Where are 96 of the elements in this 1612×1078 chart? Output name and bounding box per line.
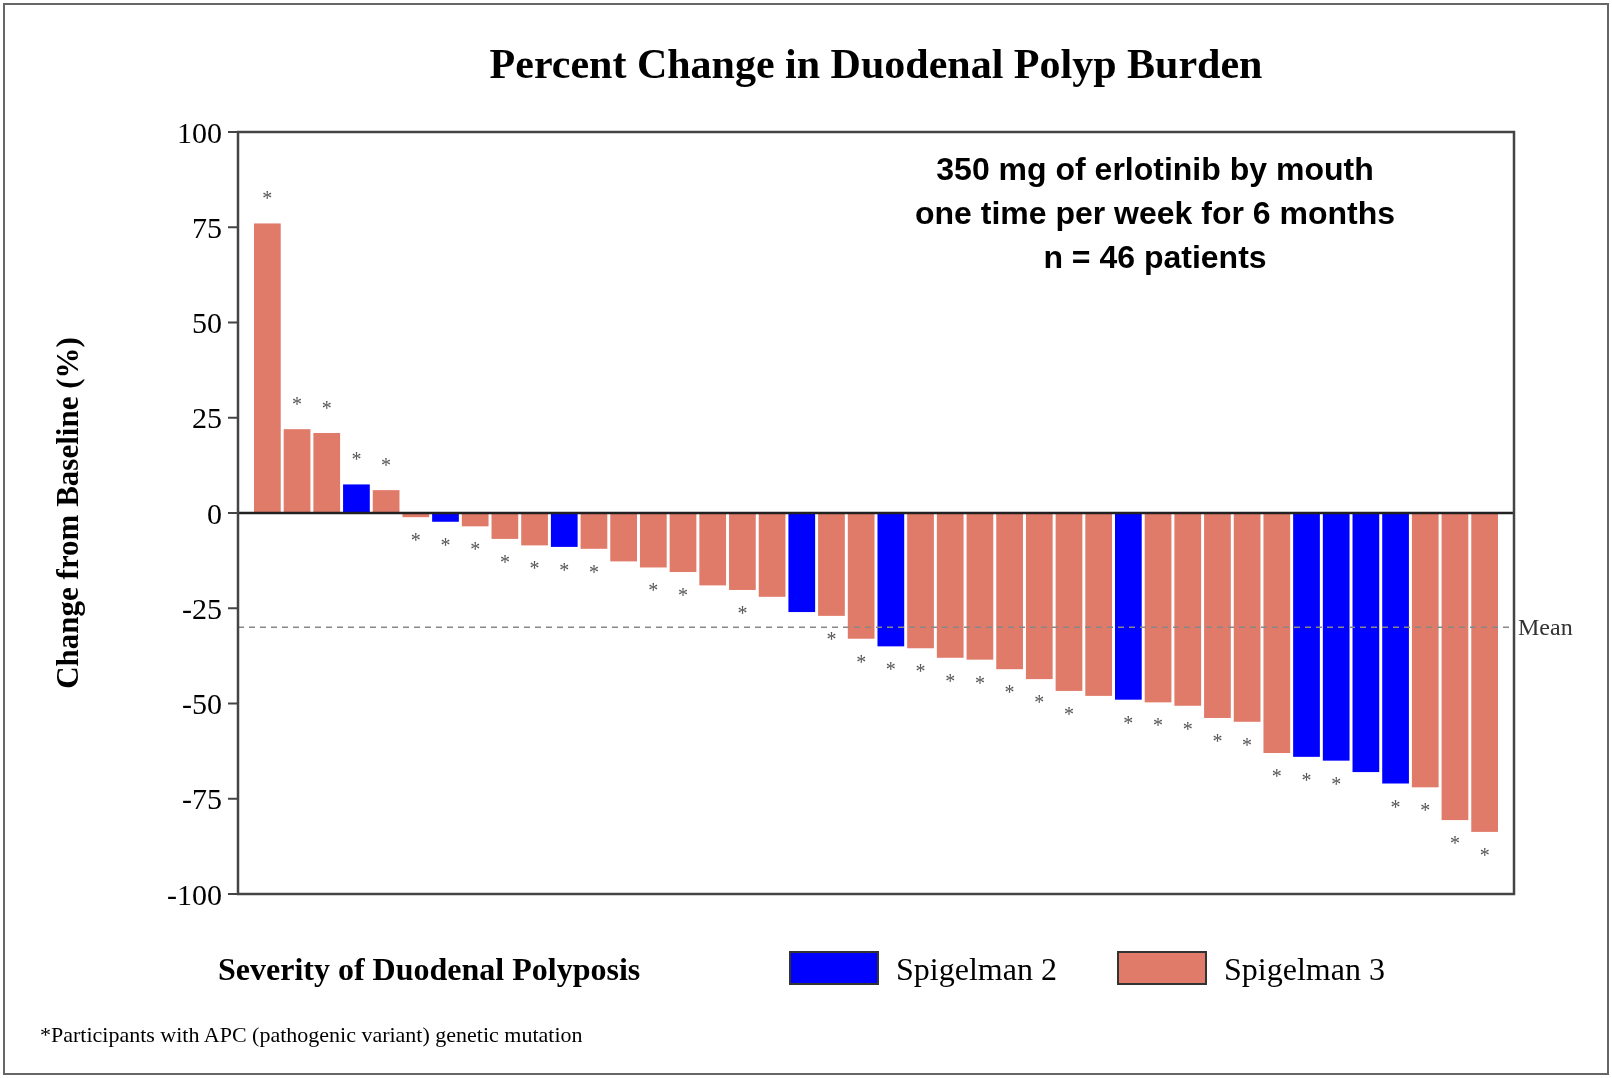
bar xyxy=(669,513,697,573)
data-label: * xyxy=(1479,843,1490,866)
bar xyxy=(966,513,994,660)
bar xyxy=(1471,513,1498,832)
data-label: * xyxy=(470,538,481,561)
data-label: * xyxy=(1420,799,1431,822)
bar xyxy=(639,513,667,568)
bar xyxy=(847,513,875,639)
bar xyxy=(491,513,519,539)
y-tick-label: 0 xyxy=(207,496,222,530)
legend-title: Severity of Duodenal Polyposis xyxy=(218,951,641,987)
bar xyxy=(283,429,311,513)
data-label: * xyxy=(1449,832,1460,855)
bar xyxy=(1293,513,1320,757)
bar xyxy=(758,513,786,597)
bar xyxy=(1144,513,1172,703)
bar xyxy=(996,513,1023,670)
data-label: * xyxy=(1271,765,1282,788)
bar xyxy=(1055,513,1083,691)
y-tick-label: -75 xyxy=(182,782,222,816)
bar xyxy=(1025,513,1053,680)
annotation: one time per week for 6 months xyxy=(914,195,1396,231)
bar xyxy=(343,484,370,513)
y-tick-label: 75 xyxy=(192,210,222,244)
bar xyxy=(788,513,816,613)
data-label: * xyxy=(1331,772,1342,795)
annotation: 350 mg of erlotinib by mouth xyxy=(936,151,1374,187)
data-label: * xyxy=(945,669,956,692)
bar xyxy=(699,513,727,586)
bar xyxy=(1263,513,1291,754)
data-label: * xyxy=(292,393,303,416)
data-label: * xyxy=(1063,702,1074,725)
y-tick-label: 50 xyxy=(192,306,222,339)
y-tick-label: -100 xyxy=(167,877,222,911)
data-label: * xyxy=(648,579,659,602)
bar xyxy=(1352,513,1380,773)
bar xyxy=(1233,513,1261,722)
y-tick-label: -25 xyxy=(182,591,222,625)
data-label: * xyxy=(499,550,510,573)
bar xyxy=(521,513,548,546)
bar xyxy=(254,223,281,513)
data-label: * xyxy=(381,454,392,477)
data-label: * xyxy=(885,658,896,681)
bar xyxy=(1085,513,1113,696)
data-label: * xyxy=(1034,691,1045,714)
data-label: * xyxy=(351,448,362,471)
data-label: * xyxy=(974,671,985,694)
bar xyxy=(610,513,637,562)
data-label: * xyxy=(559,558,570,581)
bar xyxy=(313,432,341,513)
bar xyxy=(936,513,964,658)
data-label: * xyxy=(1123,711,1134,734)
data-label: * xyxy=(1301,768,1312,791)
data-label: * xyxy=(529,557,540,580)
data-label: * xyxy=(1242,733,1253,756)
data-label: * xyxy=(915,660,926,683)
y-tick-label: 100 xyxy=(177,115,222,149)
legend-label: Spigelman 2 xyxy=(896,951,1057,987)
data-label: * xyxy=(440,533,451,556)
data-label: * xyxy=(321,396,332,419)
ref-line-label: Mean xyxy=(1518,614,1573,641)
data-label: * xyxy=(1182,717,1193,740)
bar xyxy=(877,513,905,647)
text: *Participants with APC (pathogenic variant) genetic mutation xyxy=(40,1022,583,1047)
annotation: n = 46 patients xyxy=(1043,239,1267,275)
bar xyxy=(550,513,578,547)
bar xyxy=(461,513,489,527)
bar xyxy=(818,513,845,616)
bar xyxy=(1204,513,1231,718)
bar xyxy=(372,490,400,513)
legend-label: Spigelman 3 xyxy=(1224,951,1385,987)
bar xyxy=(1174,513,1202,706)
data-label: * xyxy=(1390,795,1401,818)
data-label: * xyxy=(588,560,599,583)
bar xyxy=(580,513,608,549)
bar xyxy=(1441,513,1469,821)
data-label: * xyxy=(737,601,748,624)
data-label: * xyxy=(826,627,837,650)
data-label: * xyxy=(410,529,421,552)
bar xyxy=(432,513,459,522)
bar xyxy=(1322,513,1350,761)
bar xyxy=(907,513,934,649)
data-label: * xyxy=(1212,729,1223,752)
data-label: * xyxy=(856,650,867,673)
y-axis-title: Change from Baseline (%) xyxy=(50,337,85,689)
data-label: * xyxy=(678,584,689,607)
data-label: * xyxy=(1004,681,1015,704)
bar xyxy=(1382,513,1409,784)
y-tick-label: -50 xyxy=(182,687,222,720)
data-label: * xyxy=(262,187,273,210)
bar xyxy=(1115,513,1142,700)
y-tick-label: 25 xyxy=(192,401,222,435)
chart-title: Percent Change in Duodenal Polyp Burden xyxy=(489,41,1263,87)
bar xyxy=(729,513,756,590)
bar xyxy=(1411,513,1439,788)
data-label: * xyxy=(1153,714,1164,737)
